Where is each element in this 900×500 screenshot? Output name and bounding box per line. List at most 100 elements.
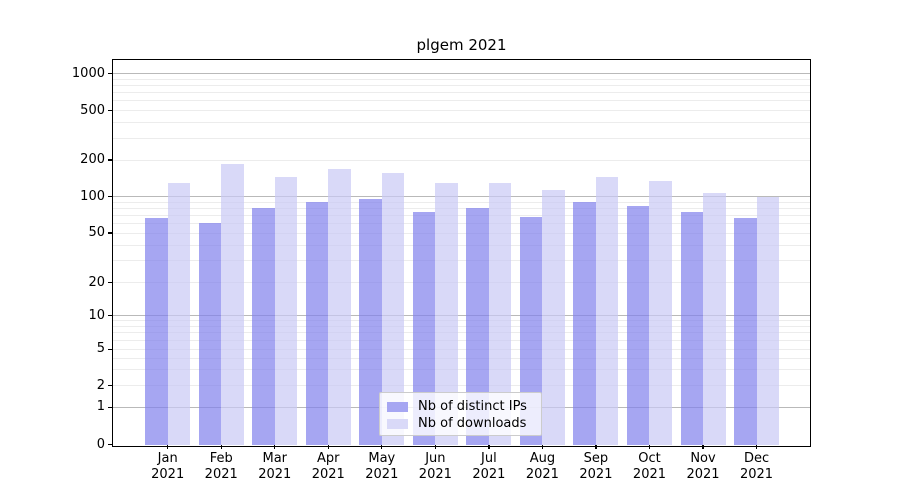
x-tick-mark xyxy=(167,444,169,449)
y-tick-label: 0 xyxy=(96,436,105,452)
x-tick-label: Aug 2021 xyxy=(525,450,559,482)
x-tick-label: Jun 2021 xyxy=(418,450,452,482)
gridline-minor xyxy=(113,222,810,224)
y-tick-label: 2 xyxy=(96,377,105,393)
x-tick-label: May 2021 xyxy=(365,450,399,482)
gridline-minor xyxy=(113,244,810,246)
x-tick-label: Jan 2021 xyxy=(151,450,185,482)
y-tick-label: 50 xyxy=(88,225,105,240)
x-tick-mark xyxy=(595,444,597,449)
x-tick-mark xyxy=(488,444,490,449)
gridline-minor xyxy=(113,339,810,341)
x-tick-label: Oct 2021 xyxy=(632,450,667,482)
y-tick-label: 1 xyxy=(96,399,105,415)
gridline-minor xyxy=(113,369,810,371)
gridline-minor xyxy=(113,137,810,139)
y-tick-mark xyxy=(108,406,113,408)
gridline-minor xyxy=(113,214,810,216)
y-tick-mark xyxy=(108,73,113,75)
bar-distinct-ips-oct xyxy=(626,205,650,445)
y-tick-mark xyxy=(108,385,113,387)
y-tick-mark xyxy=(108,110,113,112)
x-tick-mark xyxy=(648,444,651,449)
gridline-major xyxy=(113,315,810,317)
gridline-major xyxy=(113,196,810,198)
bar-downloads-jun xyxy=(435,182,458,445)
gridline-minor xyxy=(113,110,810,112)
gridline-minor xyxy=(113,385,810,387)
legend-label-downloads: Nb of downloads xyxy=(418,416,527,431)
bar-downloads-aug xyxy=(542,189,565,445)
x-tick-label: Apr 2021 xyxy=(311,450,345,482)
bar-downloads-oct xyxy=(649,180,672,445)
legend-swatch-distinct-ips xyxy=(387,401,408,412)
legend-swatch-downloads xyxy=(387,418,408,429)
gridline-minor xyxy=(113,260,810,262)
x-tick-mark xyxy=(702,444,704,449)
y-tick-label: 100 xyxy=(80,188,105,204)
bar-downloads-mar xyxy=(274,177,298,445)
x-tick-label: Sep 2021 xyxy=(579,450,613,482)
x-tick-mark xyxy=(381,444,383,449)
bar-distinct-ips-jun xyxy=(412,212,436,445)
x-tick-mark xyxy=(755,444,758,449)
gridline-minor xyxy=(113,85,810,87)
y-tick-label: 200 xyxy=(80,152,105,167)
bar-distinct-ips-nov xyxy=(680,212,703,445)
bar-distinct-ips-jul xyxy=(466,207,489,445)
y-tick-mark xyxy=(108,348,113,350)
gridline-minor xyxy=(113,207,810,209)
legend: Nb of distinct IPs Nb of downloads xyxy=(379,392,542,436)
x-tick-label: Jul 2021 xyxy=(472,450,506,482)
gridline-minor xyxy=(113,332,810,334)
gridline-minor xyxy=(113,100,810,102)
y-tick-label: 20 xyxy=(88,274,105,290)
bar-downloads-sep xyxy=(595,177,619,445)
x-tick-label: Nov 2021 xyxy=(686,450,720,482)
gridline-major xyxy=(113,73,810,75)
y-tick-mark xyxy=(108,315,113,317)
x-tick-mark xyxy=(541,444,544,449)
gridline-minor xyxy=(113,201,810,203)
gridline-minor xyxy=(113,320,810,322)
x-tick-mark xyxy=(434,444,436,449)
bar-distinct-ips-mar xyxy=(252,207,275,445)
x-tick-label: Feb 2021 xyxy=(204,450,238,482)
bar-distinct-ips-jan xyxy=(145,218,168,445)
bar-distinct-ips-apr xyxy=(305,201,329,445)
x-tick-mark xyxy=(220,444,222,449)
bar-distinct-ips-dec xyxy=(734,218,757,445)
gridline-minor xyxy=(113,92,810,94)
y-tick-mark xyxy=(108,196,113,198)
y-tick-mark xyxy=(108,282,113,284)
gridline-minor xyxy=(113,348,810,350)
bar-distinct-ips-feb xyxy=(198,222,222,445)
legend-label-distinct-ips: Nb of distinct IPs xyxy=(418,399,527,414)
x-tick-label: Mar 2021 xyxy=(258,450,292,482)
y-tick-label: 5 xyxy=(96,341,105,357)
x-tick-mark xyxy=(327,444,329,449)
gridline-minor xyxy=(113,357,810,359)
chart-title: plgem 2021 xyxy=(416,36,507,54)
bar-distinct-ips-sep xyxy=(573,201,596,445)
gridline-minor xyxy=(113,78,810,80)
gridline-minor xyxy=(113,326,810,328)
x-tick-mark xyxy=(274,444,276,449)
bar-downloads-apr xyxy=(328,168,351,445)
gridline-minor xyxy=(113,122,810,124)
bar-downloads-jan xyxy=(167,183,191,445)
y-tick-label: 1000 xyxy=(71,65,105,81)
x-tick-label: Dec 2021 xyxy=(739,450,774,482)
bar-downloads-nov xyxy=(703,192,726,445)
bar-downloads-dec xyxy=(756,196,780,445)
y-tick-mark xyxy=(108,444,113,446)
legend-item-distinct-ips: Nb of distinct IPs xyxy=(387,398,534,415)
bar-downloads-jul xyxy=(488,182,512,445)
y-tick-label: 500 xyxy=(80,102,105,118)
y-tick-mark xyxy=(108,159,113,161)
bar-distinct-ips-aug xyxy=(519,216,543,445)
bar-downloads-feb xyxy=(221,163,244,445)
y-tick-label: 10 xyxy=(88,307,105,323)
gridline-minor xyxy=(113,282,810,284)
